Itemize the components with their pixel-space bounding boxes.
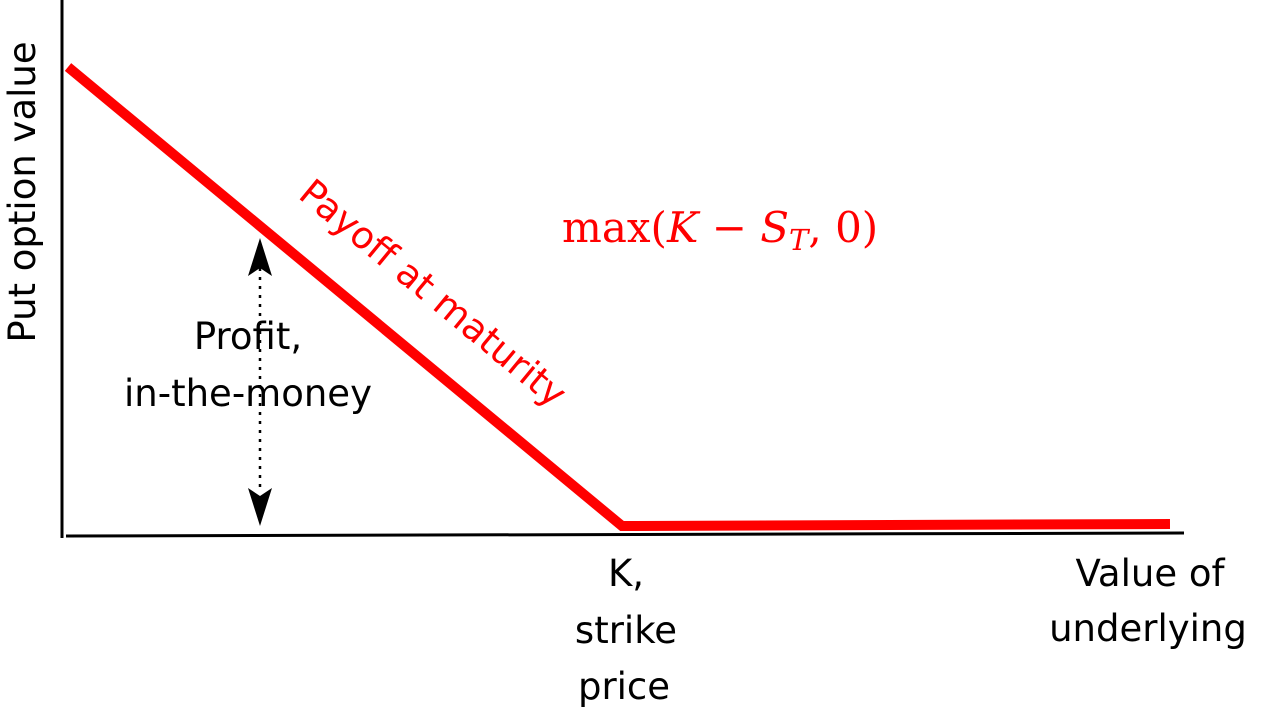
profit-label-line2: in-the-money	[124, 372, 372, 415]
strike-label-line1: K,	[608, 552, 644, 595]
x-axis-label-line2: underlying	[1049, 607, 1247, 650]
x-axis-label-line1: Value of	[1075, 552, 1225, 595]
payoff-line	[64, 63, 1171, 532]
formula-minus: −	[698, 203, 760, 252]
payoff-formula: max(K − ST, 0)	[562, 203, 878, 257]
x-axis	[65, 531, 1185, 538]
profit-label-line1: Profit,	[194, 315, 302, 358]
profit-arrow-up-head	[248, 238, 272, 276]
y-axis-label: Put option value	[1, 41, 44, 342]
formula-s: S	[760, 203, 789, 252]
strike-label-line2: strike	[575, 609, 677, 652]
formula-tail: , 0)	[808, 203, 878, 252]
formula-k: K	[666, 203, 701, 252]
formula-subscript-t: T	[789, 223, 811, 257]
profit-arrow-down-head	[248, 488, 272, 526]
strike-label-line3: price	[578, 665, 670, 708]
formula-fn: max(	[562, 203, 667, 252]
